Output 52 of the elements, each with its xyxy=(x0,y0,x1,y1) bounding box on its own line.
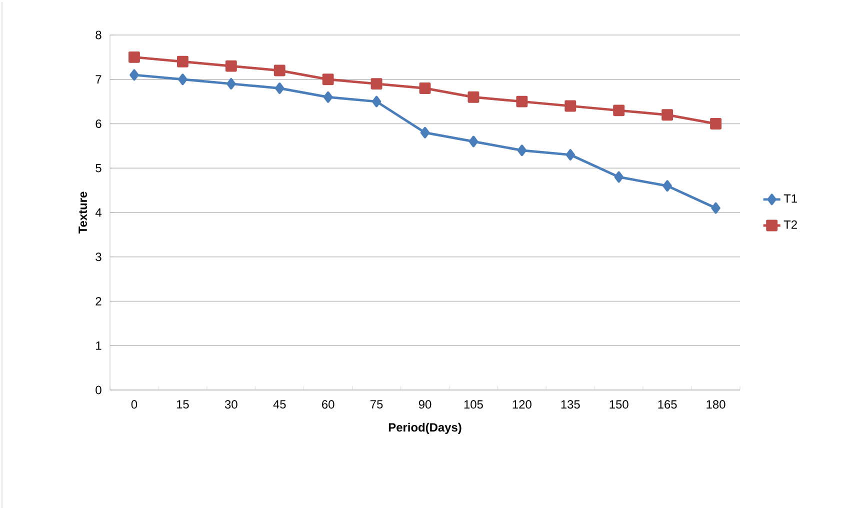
point xyxy=(274,64,286,76)
point xyxy=(711,202,720,214)
x-tick-label: 165 xyxy=(658,400,677,409)
y-tick-label: 4 xyxy=(95,208,102,217)
point xyxy=(566,149,575,161)
x-axis-title: Period(Days) xyxy=(388,422,462,434)
x-tick-label: 90 xyxy=(418,400,432,409)
y-tick-label: 8 xyxy=(96,30,102,40)
point xyxy=(564,100,576,112)
point xyxy=(128,51,140,63)
point xyxy=(419,82,431,94)
point xyxy=(372,96,382,108)
x-tick-label: 60 xyxy=(322,400,334,409)
point xyxy=(662,180,672,192)
x-tick-label: 135 xyxy=(561,400,580,409)
point xyxy=(613,104,625,116)
y-tick-label: 0 xyxy=(96,386,102,394)
point xyxy=(275,82,284,94)
y-tick-label: 2 xyxy=(96,297,102,306)
point xyxy=(178,74,188,86)
point xyxy=(176,56,188,68)
x-tick-label: 15 xyxy=(176,400,189,409)
y-tick-label: 6 xyxy=(96,120,102,128)
point xyxy=(468,91,480,103)
point xyxy=(516,96,528,108)
x-tick-label: 120 xyxy=(512,400,532,409)
point xyxy=(226,78,236,90)
point xyxy=(517,144,527,156)
point xyxy=(420,126,430,138)
legend-label: T1 xyxy=(784,194,797,203)
x-tick-label: 105 xyxy=(464,400,483,409)
point xyxy=(130,69,139,81)
point xyxy=(370,78,382,90)
y-tick-label: 5 xyxy=(96,164,102,172)
y-axis-title: Texture xyxy=(78,192,87,234)
x-tick-label: 30 xyxy=(224,400,238,409)
point xyxy=(323,91,333,103)
point xyxy=(468,136,478,148)
y-tick-label: 7 xyxy=(96,75,102,84)
legend-label: T2 xyxy=(784,220,797,229)
y-tick-label: 3 xyxy=(96,252,102,262)
point xyxy=(614,171,624,183)
point xyxy=(322,74,334,86)
x-tick-label: 150 xyxy=(610,400,628,409)
point xyxy=(225,60,237,72)
x-tick-label: 180 xyxy=(706,400,726,409)
y-tick-label: 1 xyxy=(96,342,102,350)
point xyxy=(662,109,674,121)
x-tick-label: 45 xyxy=(273,400,286,409)
x-tick-label: 75 xyxy=(370,400,383,409)
point xyxy=(710,118,722,130)
x-tick-label: 0 xyxy=(131,400,138,409)
